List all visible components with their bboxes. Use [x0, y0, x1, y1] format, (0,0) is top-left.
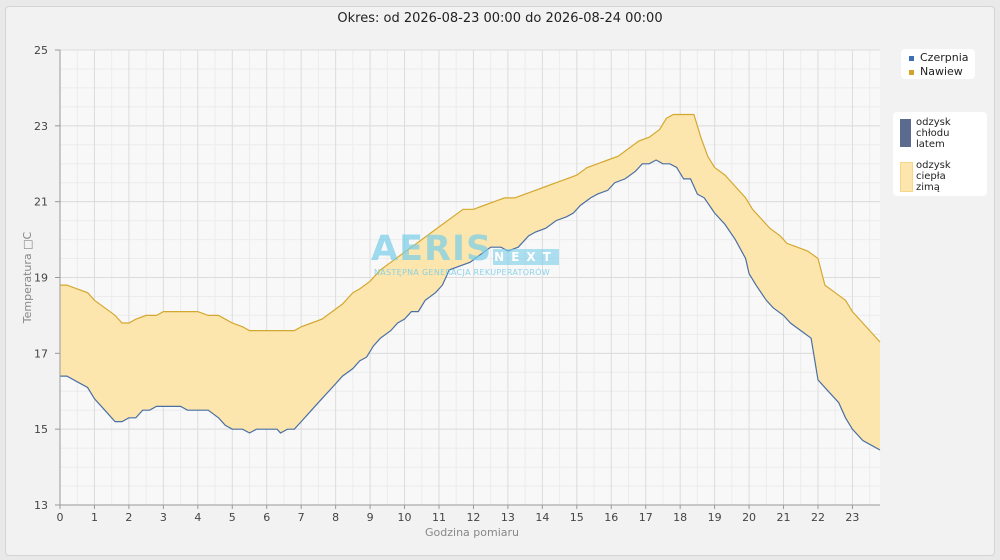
chart-title: Okres: od 2026-08-23 00:00 do 2026-08-24… [337, 11, 663, 26]
y-axis-label: Temperatura □C [21, 231, 34, 324]
x-tick-label: 7 [298, 511, 305, 524]
x-tick-label: 20 [742, 511, 756, 524]
legend-item-nawiew[interactable]: Nawiew [909, 65, 963, 79]
legend-swatch-czerpnia [909, 55, 914, 61]
x-tick-label: 12 [466, 511, 480, 524]
y-tick-label: 19 [34, 272, 48, 285]
legend-label-czerpnia: Czerpnia [920, 51, 969, 64]
area-legend: odzysk chłodu latem odzysk ciepła zimą [893, 112, 987, 196]
x-tick-label: 11 [432, 511, 446, 524]
x-tick-label: 3 [160, 511, 167, 524]
x-tick-label: 17 [639, 511, 653, 524]
legend-swatch-heating [900, 162, 913, 192]
x-tick-label: 14 [535, 511, 549, 524]
x-tick-label: 1 [91, 511, 98, 524]
x-tick-label: 4 [194, 511, 201, 524]
legend-label-heating: odzysk ciepła zimą [916, 160, 951, 193]
legend-label-nawiew: Nawiew [920, 65, 963, 78]
series-line-nawiew [60, 113, 881, 343]
x-tick-label: 0 [57, 511, 64, 524]
heat-recovery-area [60, 114, 880, 450]
x-tick-label: 15 [570, 511, 584, 524]
y-tick-label: 13 [34, 499, 48, 512]
x-tick-label: 19 [708, 511, 722, 524]
x-tick-label: 21 [777, 511, 791, 524]
x-tick-label: 13 [501, 511, 515, 524]
y-tick-label: 21 [34, 196, 48, 209]
y-tick-label: 17 [34, 347, 48, 360]
x-axis-label: Godzina pomiaru [425, 526, 519, 539]
x-tick-label: 8 [332, 511, 339, 524]
x-tick-label: 9 [367, 511, 374, 524]
x-tick-label: 2 [125, 511, 132, 524]
x-tick-label: 18 [673, 511, 687, 524]
y-tick-label: 23 [34, 120, 48, 133]
legend-swatch-nawiew [909, 69, 914, 75]
legend-item-czerpnia[interactable]: Czerpnia [909, 51, 969, 65]
x-tick-label: 5 [229, 511, 236, 524]
y-tick-label: 25 [34, 44, 48, 57]
series-line-czerpnia [60, 159, 881, 451]
x-tick-label: 10 [398, 511, 412, 524]
x-tick-label: 16 [604, 511, 618, 524]
x-tick-label: 23 [845, 511, 859, 524]
x-tick-label: 22 [811, 511, 825, 524]
series-legend: Czerpnia Nawiew [901, 49, 975, 79]
x-tick-label: 6 [263, 511, 270, 524]
legend-label-cooling: odzysk chłodu latem [916, 117, 951, 150]
legend-swatch-cooling [900, 119, 911, 147]
y-tick-label: 15 [34, 423, 48, 436]
